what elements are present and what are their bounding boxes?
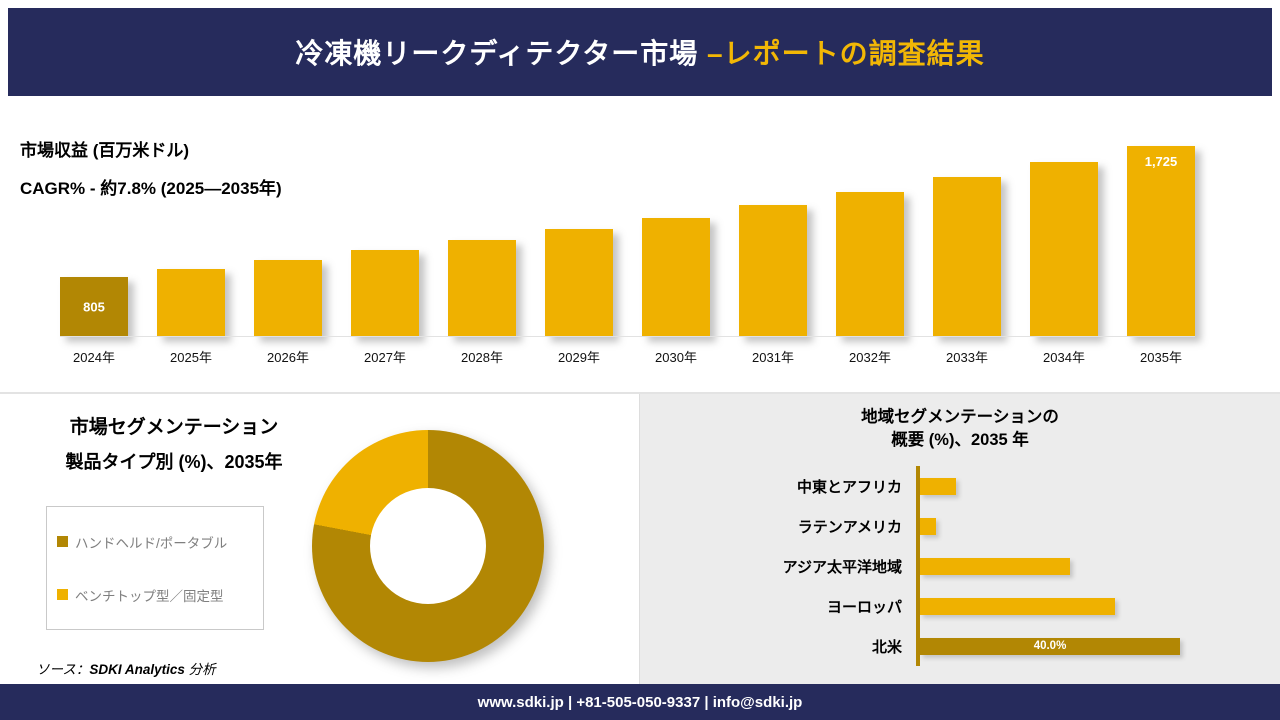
bar-value-label: 805 [83,299,105,315]
region-bar [920,517,936,535]
page-title: 冷凍機リークディテクター市場 –レポートの調査結果 [295,32,984,72]
x-axis-label: 2034年 [1043,350,1085,365]
revenue-bar-column: 2032年 [836,146,904,367]
revenue-bar-column: 2028年 [448,146,516,367]
region-bar [920,597,1115,615]
region-title-line2: 概要 (%)、2035 年 [891,431,1029,449]
revenue-bar-column: 2034年 [1030,146,1098,367]
x-axis-label: 2028年 [461,350,503,365]
region-label: アジア太平洋地域 [782,558,902,576]
region-bar-track [916,506,1266,546]
region-bar [920,477,956,495]
revenue-bar [351,250,419,337]
x-axis-label: 2030年 [655,350,697,365]
donut-legend: ハンドヘルド/ポータブル ベンチトップ型／固定型 [46,506,264,630]
report-header: 冷凍機リークディテクター市場 –レポートの調査結果 [8,8,1272,96]
x-axis-label: 2033年 [946,350,988,365]
region-bar-value-label: 40.0% [1033,639,1067,652]
revenue-bar-column: 2033年 [933,146,1001,367]
footer-contact: www.sdki.jp | +81-505-050-9337 | info@sd… [477,693,803,711]
revenue-bar [157,269,225,337]
revenue-bar-column: 805 2024年 [60,146,128,367]
revenue-bar: 1,725 [1127,146,1195,337]
source-prefix: ソース： [36,662,90,677]
region-segmentation-panel: 地域セグメンテーションの 概要 (%)、2035 年 中東とアフリカ ラテンアメリ… [640,394,1280,684]
region-bar-chart: 中東とアフリカ ラテンアメリカアジア太平洋地域ヨーロッパ北米 40.0% [658,466,1266,666]
revenue-bar [448,240,516,337]
product-segmentation-title: 市場セグメンテーション 製品タイプ別 (%)、2035年 [28,412,320,474]
region-title-line1: 地域セグメンテーションの [861,408,1059,426]
x-axis-label: 2026年 [267,350,309,365]
revenue-bar [254,260,322,337]
product-segmentation-panel: 市場セグメンテーション 製品タイプ別 (%)、2035年 ハンドヘルド/ポータブ… [0,394,640,684]
region-label: ヨーロッパ [826,598,902,616]
revenue-bar: 805 [60,277,128,337]
revenue-bar [933,177,1001,337]
revenue-bar [739,205,807,337]
source-brand: SDKI Analytics [89,662,185,677]
region-bar-row: 中東とアフリカ [658,466,1266,506]
x-axis-label: 2024年 [73,350,115,365]
region-bar-row: ラテンアメリカ [658,506,1266,546]
revenue-chart-section: 市場収益 (百万米ドル) CAGR% - 約7.8% (2025―2035年) … [0,96,1280,392]
bottom-panels: 市場セグメンテーション 製品タイプ別 (%)、2035年 ハンドヘルド/ポータブ… [0,392,1280,684]
region-bar-track [916,586,1266,626]
revenue-bar [545,229,613,337]
segmentation-title-line1: 市場セグメンテーション [69,417,279,438]
x-axis-label: 2025年 [170,350,212,365]
legend-label-handheld: ハンドヘルド/ポータブル [75,535,228,551]
source-note: ソース：SDKI Analytics 分析 [36,658,216,678]
legend-label-benchtop: ベンチトップ型／固定型 [75,588,224,604]
x-axis-label: 2027年 [364,350,406,365]
region-label: ラテンアメリカ [797,518,902,536]
legend-item-benchtop: ベンチトップ型／固定型 [57,585,253,605]
legend-swatch-benchtop [57,589,68,600]
revenue-bar-column: 2031年 [739,146,807,367]
region-label: 北米 [871,638,902,656]
bar-value-label: 1,725 [1144,154,1178,169]
product-type-donut-chart [312,430,544,662]
revenue-bar [1030,162,1098,337]
revenue-bar-column: 2026年 [254,146,322,367]
region-bar-row: ヨーロッパ [658,586,1266,626]
revenue-bar-column: 2030年 [642,146,710,367]
x-axis-label: 2029年 [558,350,600,365]
region-bar-track: 40.0% [916,626,1266,666]
segmentation-title-line2: 製品タイプ別 (%)、2035年 [65,452,283,472]
source-suffix: 分析 [184,662,216,677]
x-axis-label: 2035年 [1140,350,1182,365]
revenue-bar-column: 1,725 2035年 [1127,146,1195,367]
revenue-bar [642,218,710,337]
region-bar-track [916,546,1266,586]
region-segmentation-title: 地域セグメンテーションの 概要 (%)、2035 年 [640,406,1280,452]
revenue-bar-column: 2025年 [157,146,225,367]
legend-swatch-handheld [57,536,68,547]
region-bar-row: 北米 40.0% [658,626,1266,666]
title-accent: –レポートの調査結果 [698,38,985,69]
revenue-bar-column: 2029年 [545,146,613,367]
revenue-bar-column: 2027年 [351,146,419,367]
legend-item-handheld: ハンドヘルド/ポータブル [57,532,253,552]
x-axis-label: 2031年 [752,350,794,365]
region-bar-track [916,466,1266,506]
cagr-label: CAGR% - 約7.8% (2025―2035年) [20,179,282,198]
x-axis-label: 2032年 [849,350,891,365]
metric-label: 市場収益 (百万米ドル) [20,141,190,160]
region-label: 中東とアフリカ [796,478,902,496]
region-bar-row: アジア太平洋地域 [658,546,1266,586]
footer: www.sdki.jp | +81-505-050-9337 | info@sd… [0,684,1280,720]
region-bar [920,557,1070,575]
region-bar: 40.0% [920,637,1180,655]
revenue-bar [836,192,904,337]
revenue-bar-chart: 805 2024年 2025年 2026年 2027年 2028年 2029年 2030年 20… [60,146,1195,367]
title-main: 冷凍機リークディテクター市場 [295,38,699,69]
